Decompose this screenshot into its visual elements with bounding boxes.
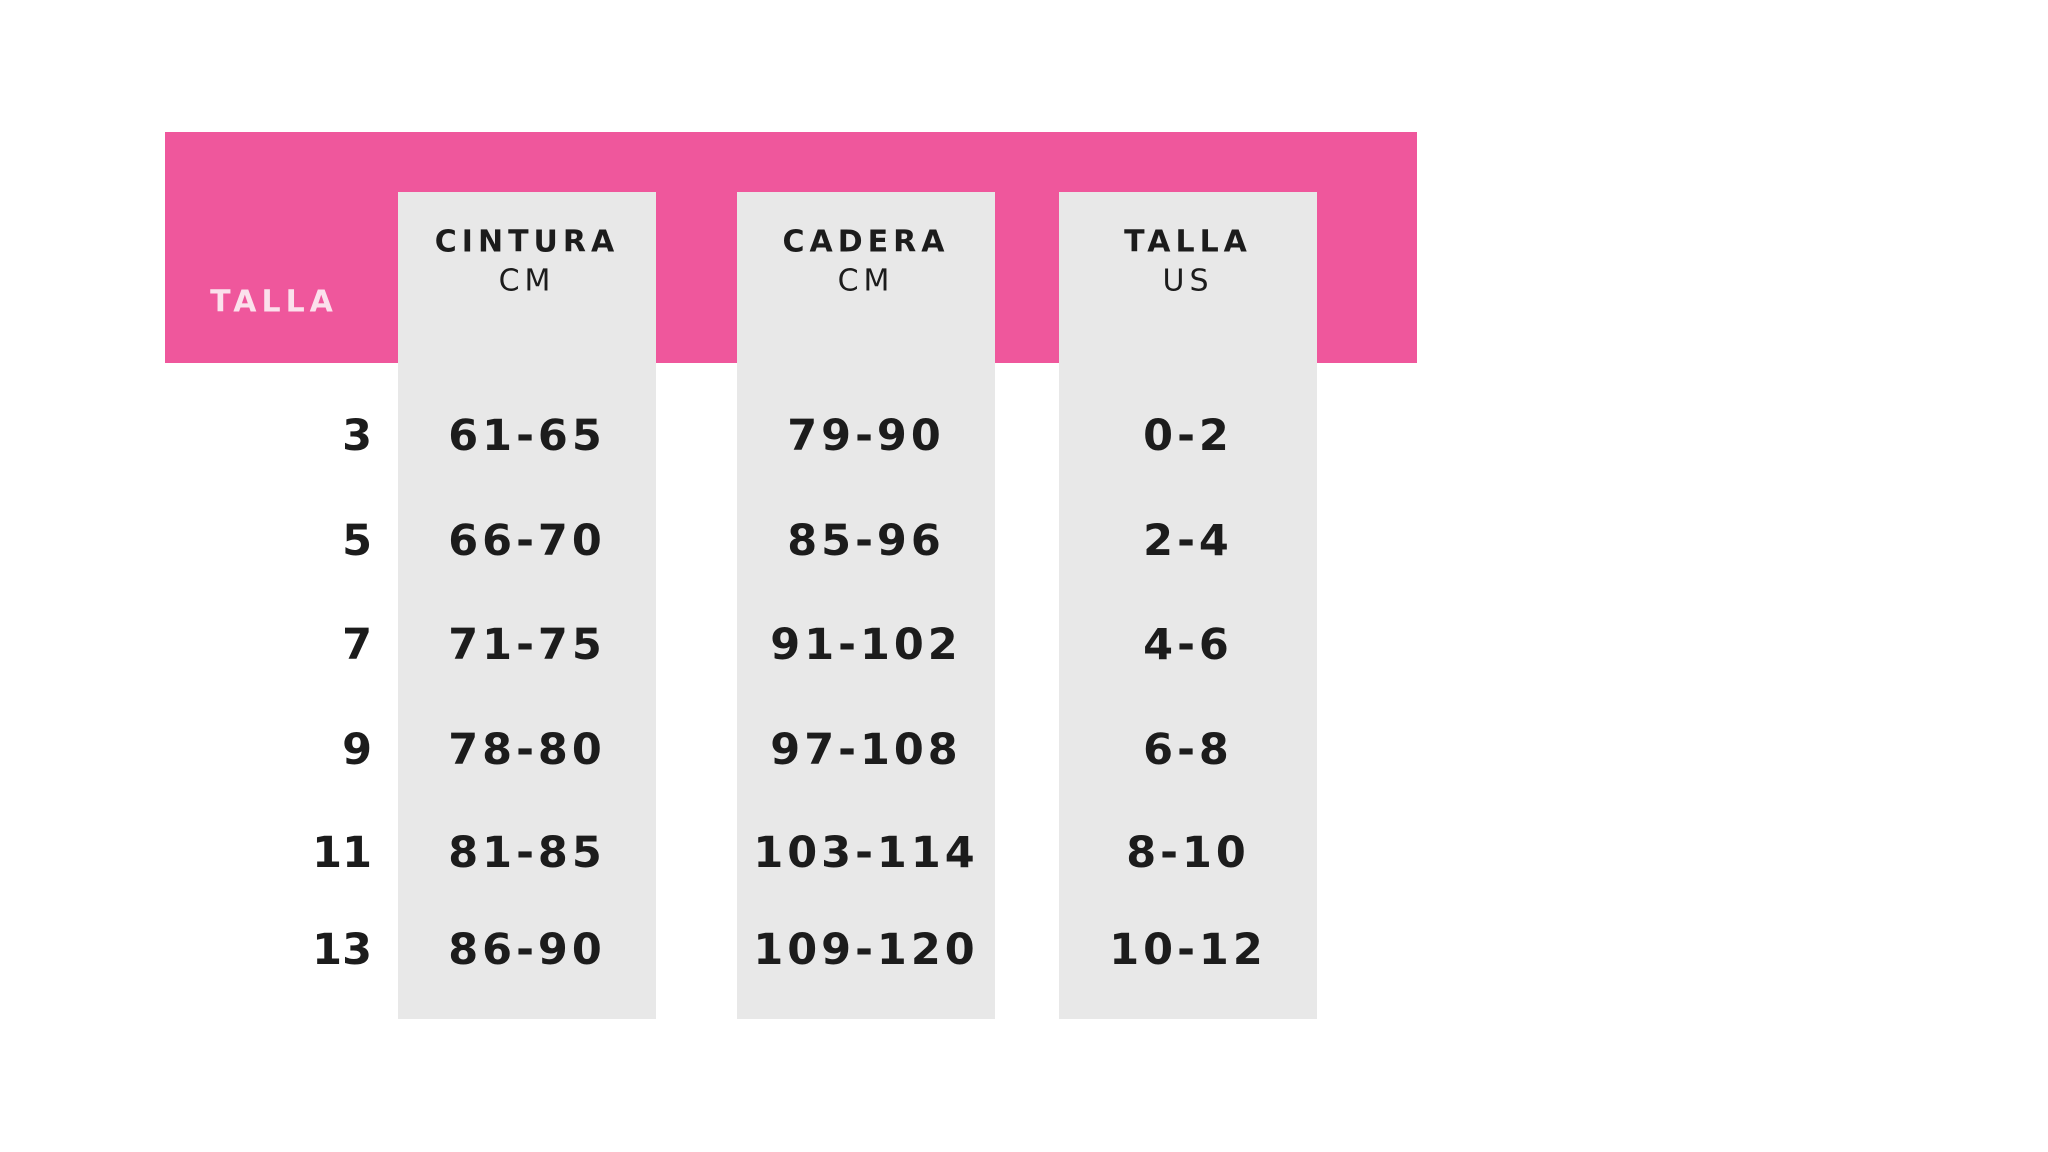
- table-cell: 0-2: [1143, 411, 1233, 461]
- table-cell: 2-4: [1143, 516, 1233, 566]
- table-cell: 8-10: [1126, 828, 1250, 878]
- column-unit: CM: [498, 263, 556, 299]
- table-cell: 97-108: [770, 725, 962, 775]
- column-bg: [1059, 192, 1317, 1019]
- column-title: TALLA: [1124, 224, 1252, 260]
- column-bg: [398, 192, 656, 1019]
- table-cell: 78-80: [448, 725, 606, 775]
- size-value: 11: [312, 828, 372, 878]
- size-header: TALLA: [210, 284, 338, 320]
- table-cell: 6-8: [1143, 725, 1233, 775]
- size-value: 7: [342, 620, 372, 670]
- column-unit: US: [1162, 263, 1214, 299]
- size-value: 13: [312, 925, 372, 975]
- table-cell: 81-85: [448, 828, 606, 878]
- table-cell: 79-90: [787, 411, 945, 461]
- size-value: 3: [342, 411, 372, 461]
- table-cell: 71-75: [448, 620, 606, 670]
- table-cell: 103-114: [753, 828, 979, 878]
- column-unit: CM: [837, 263, 895, 299]
- column-bg: [737, 192, 995, 1019]
- table-cell: 61-65: [448, 411, 606, 461]
- size-value: 9: [342, 725, 372, 775]
- table-cell: 85-96: [787, 516, 945, 566]
- column-title: CADERA: [782, 224, 950, 260]
- table-cell: 66-70: [448, 516, 606, 566]
- table-cell: 109-120: [753, 925, 979, 975]
- size-value: 5: [342, 516, 372, 566]
- table-cell: 86-90: [448, 925, 606, 975]
- column-title: CINTURA: [434, 224, 620, 260]
- table-cell: 91-102: [770, 620, 962, 670]
- table-cell: 4-6: [1143, 620, 1233, 670]
- table-cell: 10-12: [1109, 925, 1267, 975]
